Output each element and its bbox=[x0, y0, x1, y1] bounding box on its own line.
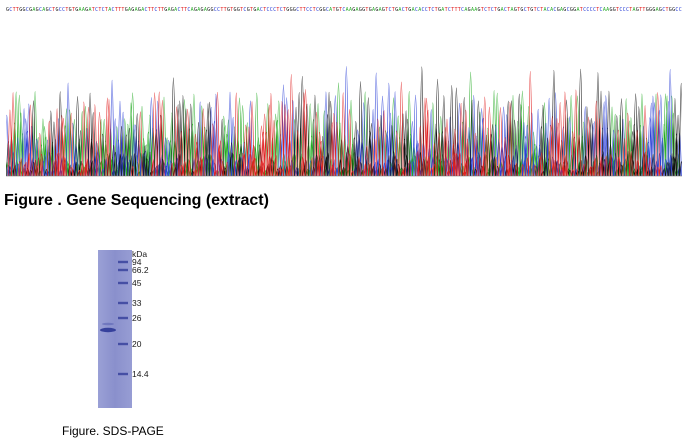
marker-label: 66.2 bbox=[132, 265, 149, 275]
marker-band bbox=[118, 316, 128, 320]
marker-band bbox=[118, 281, 128, 285]
marker-label: 14.4 bbox=[132, 369, 149, 379]
trace-peaks bbox=[6, 66, 682, 177]
marker-band bbox=[118, 301, 128, 305]
marker-ladder bbox=[118, 260, 128, 376]
sds-page-caption: Figure. SDS-PAGE bbox=[62, 424, 164, 438]
marker-label: 26 bbox=[132, 313, 142, 323]
marker-label: 33 bbox=[132, 298, 142, 308]
marker-label: 45 bbox=[132, 278, 142, 288]
sequencing-chromatogram: GCTTGGCGAGCAGCTGCCTGTGAAGATCTCTACTTTGAGA… bbox=[6, 7, 682, 177]
marker-label: 94 bbox=[132, 257, 142, 267]
marker-band bbox=[118, 260, 128, 264]
trace-t bbox=[7, 71, 663, 177]
marker-band bbox=[118, 372, 128, 376]
protein-band bbox=[100, 327, 116, 333]
marker-label: 20 bbox=[132, 339, 142, 349]
protein-band-faint bbox=[102, 322, 114, 326]
base-call-sequence: GCTTGGCGAGCAGCTGCCTGTGAAGATCTCTACTTTGAGA… bbox=[6, 7, 682, 13]
gene-sequencing-title: Figure . Gene Sequencing (extract) bbox=[4, 192, 269, 209]
marker-band bbox=[118, 268, 128, 272]
base-call-letters: GCTTGGCGAGCAGCTGCCTGTGAAGATCTCTACTTTGAGA… bbox=[6, 7, 682, 13]
kda-unit-label: kDa bbox=[132, 249, 147, 259]
marker-band bbox=[118, 342, 128, 346]
